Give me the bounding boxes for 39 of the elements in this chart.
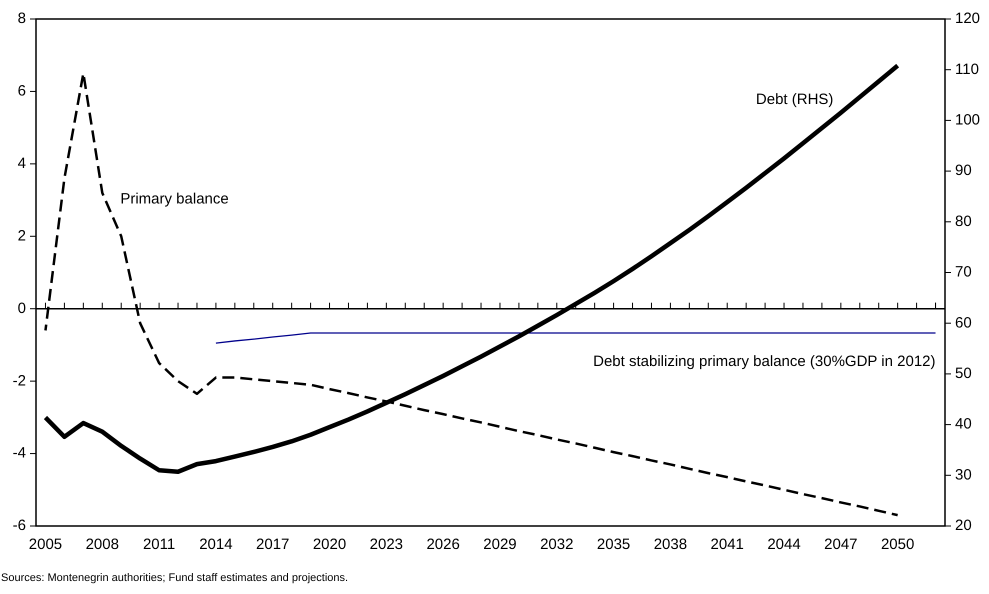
x-tick-label: 2020 [312, 536, 346, 554]
x-tick-label: 2017 [256, 536, 290, 554]
series-label: Debt (RHS) [756, 90, 834, 108]
y-tick-label: -6 [12, 517, 26, 534]
y-tick-label: 4 [18, 155, 26, 172]
x-tick-label: 2011 [142, 536, 176, 554]
x-tick-label: 2032 [540, 536, 574, 554]
y2-tick-label: 60 [955, 314, 972, 332]
y2-tick-label: 100 [955, 112, 980, 129]
x-tick-label: 2047 [824, 536, 858, 554]
y-tick-label: 2 [18, 227, 26, 244]
x-tick-label: 2044 [767, 536, 801, 554]
x-tick-label: 2014 [199, 536, 233, 554]
x-tick-label: 2035 [596, 536, 630, 554]
series-label: Debt stabilizing primary balance (30%GDP in 2012) [593, 353, 936, 370]
source-note: Sources: Montenegrin authorities; Fund staff estimates and projections. [1, 572, 348, 584]
y-tick-label: 6 [18, 82, 26, 100]
x-tick-label: 2008 [86, 536, 119, 554]
y-tick-label: -2 [12, 372, 26, 390]
y-tick-label: -4 [12, 444, 26, 462]
x-tick-label: 2050 [880, 536, 914, 554]
y2-tick-label: 20 [955, 517, 972, 534]
x-tick-label: 2038 [654, 536, 688, 554]
x-tick-label: 2041 [710, 536, 744, 554]
y2-tick-label: 80 [955, 212, 972, 230]
y2-tick-label: 50 [955, 365, 972, 382]
x-tick-label: 2023 [370, 536, 404, 554]
x-tick-label: 2026 [426, 536, 460, 554]
y2-tick-label: 30 [955, 466, 972, 484]
y2-tick-label: 120 [955, 10, 980, 28]
x-tick-label: 2005 [28, 536, 62, 554]
y2-tick-label: 40 [955, 416, 972, 433]
y2-tick-label: 70 [955, 264, 972, 281]
y-tick-label: 8 [18, 10, 26, 28]
y2-tick-label: 90 [955, 162, 972, 180]
y-tick-label: 0 [18, 300, 26, 317]
x-tick-label: 2029 [483, 536, 517, 554]
y2-tick-label: 110 [955, 60, 979, 78]
series-label: Primary balance [120, 190, 229, 208]
